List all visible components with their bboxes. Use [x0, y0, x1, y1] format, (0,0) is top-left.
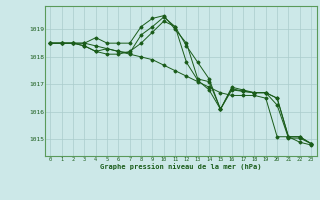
X-axis label: Graphe pression niveau de la mer (hPa): Graphe pression niveau de la mer (hPa)	[100, 163, 261, 170]
